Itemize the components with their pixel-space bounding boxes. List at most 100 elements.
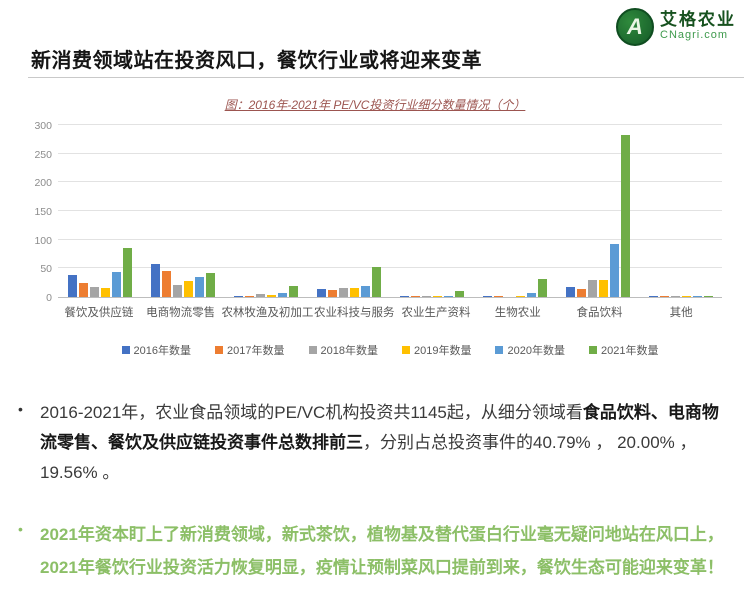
bar: [183, 280, 193, 297]
bar: [100, 288, 110, 297]
bullet-marker: •: [18, 401, 23, 417]
brand-logo-text: 艾格农业 CNagri.com: [660, 10, 736, 42]
bar: [692, 296, 702, 297]
y-tick-label: 100: [34, 234, 52, 247]
gridline: [58, 267, 722, 269]
bar-group-5: [390, 126, 473, 297]
brand-domain: CNagri.com: [660, 29, 729, 42]
chart-plot: [58, 124, 722, 298]
bar: [526, 293, 536, 297]
bar: [670, 295, 680, 297]
bullet-marker: •: [18, 521, 23, 537]
bar: [233, 295, 243, 297]
bar: [255, 294, 265, 297]
bar: [244, 295, 254, 297]
y-tick-label: 250: [34, 148, 52, 161]
legend-label: 2016年数量: [133, 345, 192, 357]
legend-swatch: [308, 346, 317, 354]
bar: [89, 286, 99, 297]
bar-chart: 0 50 100 150 200 250 300 餐饮及供应链 电商物流零售 农林牧渔及初加工农…: [30, 120, 722, 358]
bar: [681, 296, 691, 297]
y-tick-label: 200: [34, 177, 52, 190]
legend-swatch: [215, 346, 224, 354]
bar: [410, 295, 420, 297]
bar: [205, 272, 215, 297]
paragraph-text: 2016-2021年，农业食品领域的PE/VC机构投资共1145起，从细分领域看…: [40, 398, 723, 488]
bar: [432, 296, 442, 297]
bar: [443, 295, 453, 297]
bar-group-1: [58, 126, 141, 297]
gridline: [58, 210, 722, 211]
bar: [537, 279, 547, 297]
legend-item: 2019年数量: [402, 342, 471, 358]
brand-logo: A 艾格农业 CNagri.com: [616, 8, 736, 46]
y-tick-label: 50: [40, 263, 52, 276]
legend-item: 2020年数量: [495, 342, 565, 358]
bar: [327, 290, 337, 297]
legend-item: 2016年数量: [121, 342, 192, 358]
brand-name-cn: 艾格农业: [660, 10, 736, 31]
legend-label: 2019年数量: [414, 345, 472, 357]
chart-legend: 2016年数量 2017年数量 2018年数量 2019年数量 2020年数量 2021年…: [58, 342, 722, 358]
legend-swatch: [121, 346, 130, 354]
bar: [587, 279, 597, 297]
x-axis-label: 农业科技与服务: [314, 307, 395, 319]
bar: [482, 296, 492, 297]
bar: [338, 287, 348, 297]
brand-logo-icon: A: [616, 8, 654, 46]
bar: [194, 276, 204, 297]
bar: [565, 286, 575, 297]
bar: [349, 287, 359, 297]
bar: [266, 295, 276, 297]
bar: [288, 285, 298, 297]
bar: [609, 243, 619, 297]
gridline: [58, 238, 722, 240]
bar: [399, 296, 409, 297]
bar: [598, 280, 608, 297]
chart-caption: 图：2016年-2021年 PE/VC投资行业细分数量情况（个）: [224, 98, 526, 112]
gridline: [58, 152, 722, 154]
bar: [67, 275, 77, 297]
bar-group-7: [556, 126, 639, 297]
bar: [277, 293, 287, 297]
legend-item: 2017年数量: [215, 342, 285, 358]
bar: [620, 134, 630, 297]
title-divider: [28, 77, 744, 78]
gridline: [58, 124, 722, 125]
y-tick-label: 300: [34, 120, 52, 132]
legend-label: 2018年数量: [320, 345, 378, 357]
x-axis-label: 餐饮及供应链: [64, 307, 134, 319]
legend-item: 2018年数量: [308, 342, 378, 358]
bar: [150, 263, 160, 297]
bar: [648, 296, 658, 297]
bullet-paragraph-1: • 2016-2021年，农业食品领域的PE/VC机构投资共1145起，从细分领…: [18, 398, 723, 488]
bar-group-2: [141, 126, 224, 297]
paragraph1-pre: 2016-2021年，农业食品领域的PE/VC机构投资共1145起，从细分领域看: [40, 403, 583, 422]
bullet-paragraph-2: • 2021年资本盯上了新消费领域，新式茶饮，植物基及替代蛋白行业毫无疑问地站在…: [18, 518, 733, 584]
bar: [360, 285, 370, 297]
x-axis-label: 电商物流零售: [146, 307, 216, 319]
bar: [515, 296, 525, 297]
x-axis-labels: 餐饮及供应链 电商物流零售 农林牧渔及初加工 农业科技与服务 农业生产资料 生物农业 食品饮…: [58, 304, 722, 320]
paragraph1-bold: 食品饮料、电商物流零售、餐饮及供应链投资事件总数排前三: [40, 403, 719, 452]
x-axis-label: 其他: [669, 307, 693, 319]
legend-swatch: [402, 346, 410, 354]
legend-label: 2021年数量: [600, 345, 659, 357]
legend-item: 2021年数量: [588, 342, 659, 358]
gridline: [58, 181, 722, 183]
bar-group-8: [639, 126, 722, 297]
legend-swatch: [495, 346, 504, 354]
y-tick-label: 150: [34, 206, 52, 218]
bar-group-4: [307, 126, 390, 297]
x-axis-label: 生物农业: [494, 307, 541, 319]
paragraph-text: 2021年资本盯上了新消费领域，新式茶饮，植物基及替代蛋白行业毫无疑问地站在风口…: [40, 525, 724, 577]
bar: [316, 288, 326, 297]
y-tick-label: 0: [46, 292, 52, 304]
bar: [111, 272, 121, 297]
bar: [659, 296, 669, 297]
bar: [454, 291, 464, 297]
paragraph1-post: ，分别占总投资事件的40.79% ， 20.00% ， 19.56% 。: [40, 433, 697, 482]
bar: [172, 284, 182, 297]
legend-swatch: [588, 346, 597, 354]
